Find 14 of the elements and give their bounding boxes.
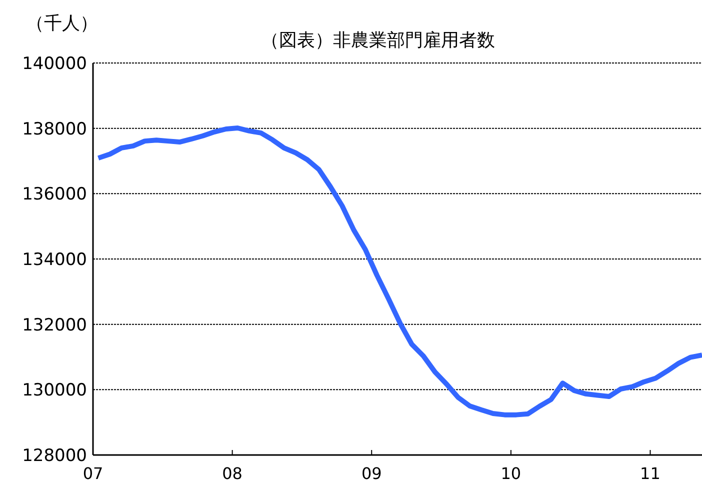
x-tick-label: 08 (222, 464, 242, 483)
chart-title: （図表）非農業部門雇用者数 (261, 30, 495, 51)
y-tick-label: 134000 (22, 250, 87, 270)
y-tick-label: 138000 (22, 119, 87, 140)
x-tick-label: 07 (82, 464, 104, 483)
x-tick-label: 11 (640, 464, 660, 483)
x-tick-label: 09 (361, 464, 382, 483)
y-tick-label: 132000 (22, 315, 87, 336)
y-tick-label: 136000 (22, 184, 87, 205)
x-tick-label: 10 (500, 464, 522, 483)
y-tick-label: 140000 (22, 54, 87, 74)
y-tick-label: 130000 (22, 380, 87, 401)
y-axis-title: （千人） (26, 13, 98, 34)
y-tick-label: 128000 (22, 446, 87, 466)
